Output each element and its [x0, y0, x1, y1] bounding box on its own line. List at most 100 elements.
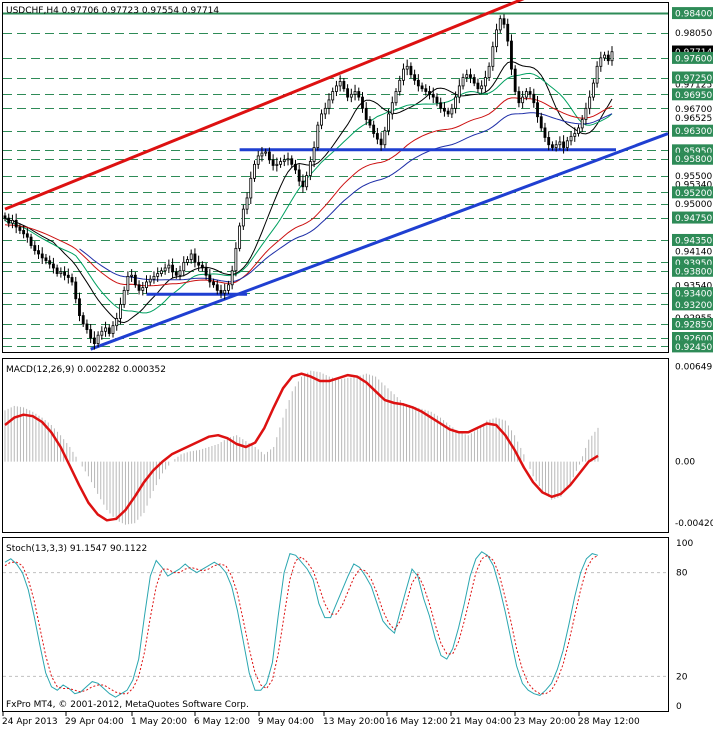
candle [469, 68, 472, 84]
candle [558, 136, 562, 150]
candle-body [25, 233, 29, 238]
candle-body [104, 327, 107, 332]
candle [361, 92, 364, 113]
candle-body [610, 51, 614, 62]
candle-body [245, 197, 249, 210]
candle-body [442, 107, 446, 112]
stoch-panel-frame [2, 537, 669, 712]
stoch-tick-label: 20 [676, 672, 688, 682]
tick-label-bg [672, 152, 713, 165]
candle-body [48, 260, 52, 265]
candle-body [320, 113, 323, 126]
candle [48, 255, 52, 269]
candle [159, 267, 163, 277]
macd-series [4, 370, 599, 525]
candle-body [431, 93, 435, 98]
candle-body [137, 284, 141, 291]
price-tick-label: 0.97600 [675, 54, 712, 64]
candle-body [495, 29, 498, 48]
candle-body [461, 77, 465, 87]
candle-body [122, 289, 126, 305]
candle [294, 159, 297, 174]
candle [372, 120, 376, 138]
candle-body [200, 264, 204, 269]
candle [312, 141, 316, 168]
candle [387, 108, 390, 136]
candle [480, 80, 484, 94]
candle [107, 324, 111, 337]
time-tick-label: 16 May 12:00 [386, 717, 448, 727]
candle [215, 280, 219, 295]
candle [346, 84, 350, 102]
candle-body [338, 81, 342, 87]
candle [327, 93, 331, 115]
candle-body [212, 281, 215, 286]
candle-body [402, 68, 405, 81]
candle-body [521, 96, 525, 104]
candle [439, 97, 443, 113]
candle [119, 297, 122, 325]
stoch-series [3, 551, 668, 698]
candle-body [361, 96, 364, 109]
stoch-header: Stoch(13,3,3) 91.1547 90.1122 [6, 544, 147, 554]
candle [487, 62, 491, 82]
candle-body [368, 119, 372, 126]
macd-axis-labels: 0.006491 0.00 -0.00420 [675, 362, 713, 529]
candle-body [156, 273, 160, 277]
candle [316, 121, 320, 151]
tick-label-bg [672, 7, 713, 20]
price-panel-frame [2, 2, 669, 353]
candle [145, 275, 148, 294]
candle [364, 102, 368, 126]
candle-body [182, 261, 186, 272]
minor-tick-label: 0.96525 [675, 114, 712, 124]
copyright-text: FxPro MT4, © 2001-2012, MetaQuotes Softw… [6, 700, 249, 710]
candle-body [256, 155, 260, 165]
candle [92, 331, 96, 350]
candle-body [353, 91, 357, 95]
candle [208, 269, 212, 288]
candle-body [159, 270, 163, 274]
candle-body [483, 77, 487, 87]
tick-label-bg [672, 124, 713, 137]
price-tick-label: 0.94350 [675, 236, 712, 246]
candle-body [420, 85, 424, 90]
candle-body [554, 144, 558, 148]
candle [599, 51, 603, 72]
candle-body [215, 284, 219, 291]
candle-body [186, 259, 189, 263]
candle [212, 278, 215, 288]
candle-body [405, 65, 409, 70]
candle-body [398, 79, 402, 92]
candle [517, 86, 521, 108]
candle-body [290, 158, 294, 165]
candle [416, 74, 420, 92]
ma-black [4, 60, 613, 324]
candle-body [141, 287, 145, 291]
candle-body [390, 102, 394, 115]
candle-body [510, 40, 513, 70]
candle [308, 156, 312, 181]
candle [78, 292, 81, 322]
tick-label-bg [672, 211, 713, 224]
candle [550, 141, 554, 151]
candle [357, 87, 361, 101]
candle [193, 248, 197, 268]
candle [33, 241, 37, 255]
candle [320, 109, 323, 130]
candle-body [81, 315, 85, 325]
candle [249, 171, 253, 204]
candle-body [100, 330, 104, 336]
candle-body [476, 82, 480, 90]
tick-label-bg [672, 51, 713, 64]
candle [126, 271, 130, 295]
candle-body [96, 334, 100, 344]
candle-body [364, 107, 368, 120]
candle [279, 157, 282, 168]
candle [25, 227, 29, 243]
tick-label-bg [672, 88, 713, 101]
candle [271, 154, 275, 171]
candle [513, 65, 517, 96]
candle-body [308, 161, 312, 176]
candle-body [92, 337, 96, 344]
